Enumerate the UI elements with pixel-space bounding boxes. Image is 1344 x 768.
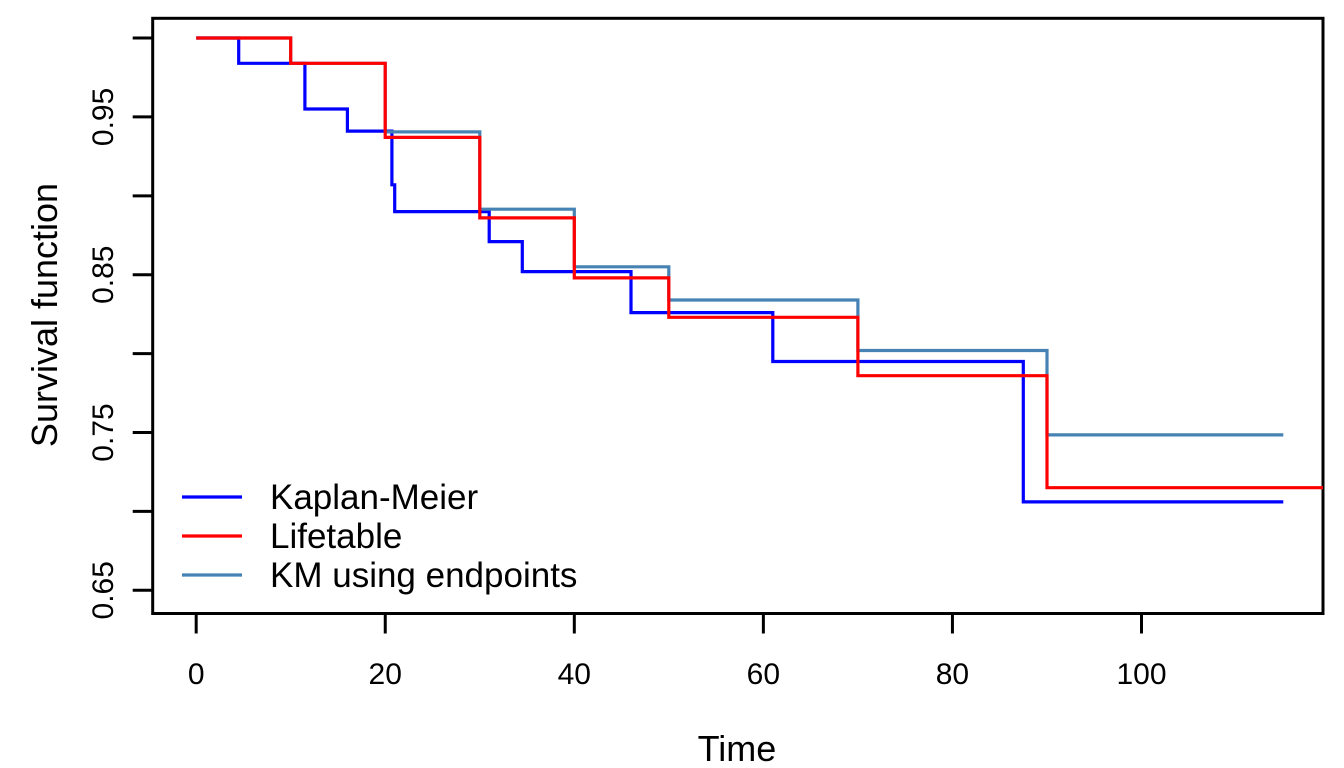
series-line-kaplan-meier bbox=[196, 36, 1284, 504]
y-axis-title: Survival function bbox=[24, 183, 65, 447]
y-axis: 0.95 0.85 0.75 0.65 bbox=[87, 36, 153, 619]
x-tick-label: 0 bbox=[188, 658, 205, 691]
y-tick-label: 0.75 bbox=[87, 403, 120, 461]
x-axis-title: Time bbox=[698, 728, 777, 768]
x-tick-label: 60 bbox=[747, 658, 780, 691]
legend-label-km-using-endpoints: KM using endpoints bbox=[270, 556, 577, 595]
legend-label-lifetable: Lifetable bbox=[270, 517, 402, 556]
x-tick-label: 80 bbox=[936, 658, 969, 691]
y-tick-label: 0.95 bbox=[87, 88, 120, 146]
x-tick-label: 40 bbox=[558, 658, 591, 691]
legend-label-kaplan-meier: Kaplan-Meier bbox=[270, 478, 478, 517]
y-tick-label: 0.85 bbox=[87, 246, 120, 304]
series-line-lifetable bbox=[196, 36, 1323, 490]
plot-box bbox=[151, 16, 1325, 616]
x-tick-label: 100 bbox=[1116, 658, 1166, 691]
y-tick-label: 0.65 bbox=[87, 561, 120, 619]
x-axis: 0 20 40 60 80 100 bbox=[188, 613, 1167, 691]
x-tick-label: 20 bbox=[369, 658, 402, 691]
series-curves bbox=[196, 36, 1323, 504]
